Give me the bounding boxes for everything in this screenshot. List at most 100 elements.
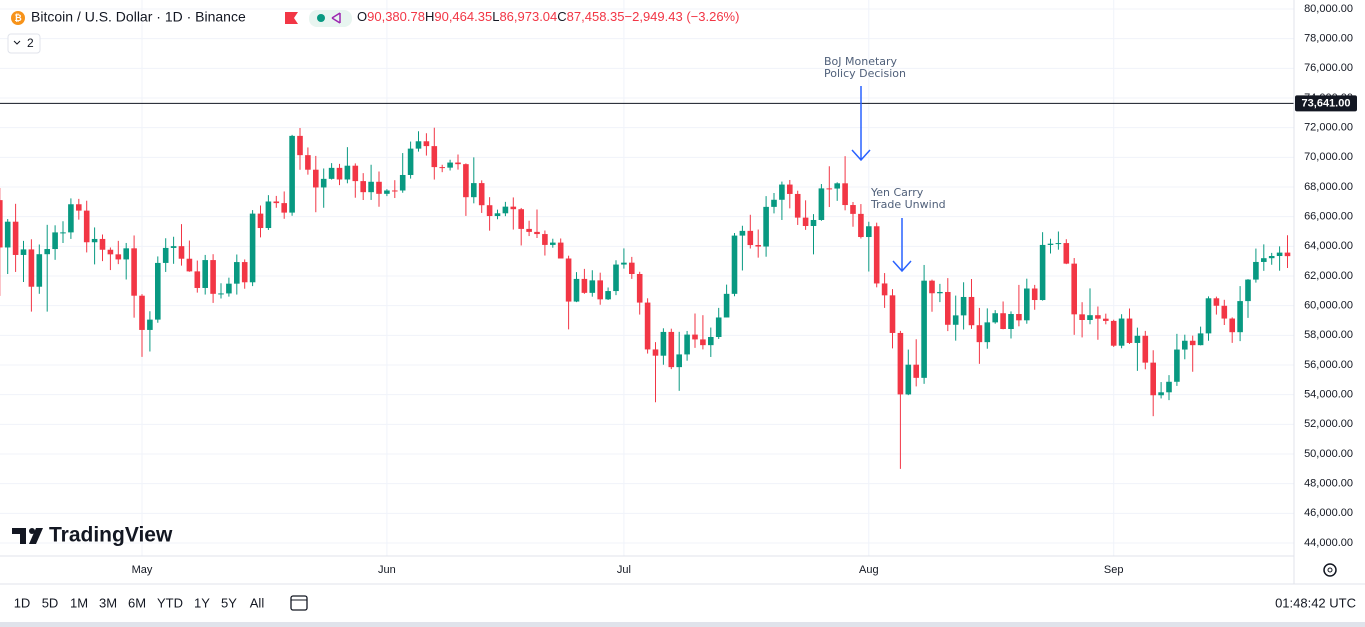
- candle-body: [1189, 340, 1196, 346]
- candle-body: [605, 291, 611, 300]
- symbol-title[interactable]: Bitcoin / U.S. Dollar · 1D · Binance: [31, 9, 246, 25]
- range-button[interactable]: 5D: [42, 595, 59, 610]
- candle-body: [486, 205, 493, 217]
- candle-body: [423, 141, 430, 147]
- candle-body: [281, 203, 287, 213]
- candle-body: [344, 165, 351, 180]
- candle-body: [676, 354, 682, 368]
- settings-icon[interactable]: [1323, 563, 1337, 577]
- candle-body: [44, 249, 50, 255]
- candle-body: [763, 206, 769, 247]
- candle-body: [162, 247, 169, 263]
- range-button[interactable]: All: [250, 595, 265, 610]
- candle-body: [636, 274, 643, 303]
- range-button[interactable]: YTD: [157, 595, 183, 610]
- candle-body: [818, 188, 825, 220]
- candle-body: [755, 245, 761, 247]
- ohlc-label: C: [557, 9, 566, 24]
- candle-body: [542, 234, 548, 245]
- candle-body: [810, 219, 817, 226]
- x-tick-label: Aug: [859, 564, 879, 576]
- candle-body: [534, 231, 540, 235]
- candle-body: [178, 246, 185, 259]
- range-button[interactable]: 1Y: [194, 595, 210, 610]
- candle-body: [60, 232, 66, 234]
- candle-body: [1031, 288, 1038, 301]
- candle-body: [937, 291, 943, 294]
- ohlc-value: 87,458.35: [567, 9, 625, 24]
- candle-body: [1245, 279, 1251, 302]
- candle-body: [992, 313, 998, 323]
- y-tick-label: 46,000.00: [1304, 507, 1353, 519]
- date-range-icon[interactable]: [290, 595, 308, 611]
- candle-body: [1205, 298, 1212, 334]
- indicator-toggle[interactable]: [7, 33, 41, 54]
- y-tick-label: 66,000.00: [1304, 211, 1353, 223]
- symbol-icon-glyph: ₿: [14, 13, 21, 23]
- range-button[interactable]: 3M: [99, 595, 117, 610]
- candle-body: [518, 209, 524, 229]
- clock[interactable]: 01:48:42 UTC: [1275, 595, 1356, 610]
- candle-body: [589, 280, 596, 293]
- ohlc-label: H: [425, 9, 434, 24]
- candle-body: [621, 262, 627, 265]
- candle-body: [581, 278, 588, 293]
- candle-body: [826, 188, 833, 190]
- candle-body: [1079, 314, 1085, 321]
- candle-body: [779, 184, 785, 200]
- candle-body: [1118, 318, 1125, 346]
- candle-body: [186, 258, 193, 272]
- candle-body: [1103, 318, 1109, 321]
- y-tick-label: 54,000.00: [1304, 389, 1353, 401]
- candle-body: [1134, 335, 1141, 343]
- x-tick-label: Jun: [378, 564, 396, 576]
- y-tick-label: 44,000.00: [1304, 537, 1353, 549]
- candle-body: [794, 193, 801, 218]
- candle-body: [731, 235, 738, 294]
- candle-body: [439, 167, 445, 169]
- candle-body: [1237, 301, 1243, 333]
- candle-body: [787, 184, 793, 194]
- status-pill[interactable]: [309, 10, 352, 27]
- candle-body: [1276, 252, 1283, 257]
- candle-body: [431, 146, 438, 168]
- candle-body: [866, 226, 872, 238]
- ohlc-value: 90,380.78: [367, 9, 425, 24]
- gear[interactable]: [1323, 563, 1337, 577]
- candle-body: [723, 293, 730, 318]
- y-tick-label: 58,000.00: [1304, 329, 1353, 341]
- candle-body: [652, 349, 659, 356]
- gear-hub: [1327, 567, 1333, 573]
- range-button[interactable]: 6M: [128, 595, 146, 610]
- range-button[interactable]: 5Y: [221, 595, 237, 610]
- logo-text: TradingView: [49, 524, 173, 547]
- candle-body: [858, 213, 864, 238]
- logo-slash: [29, 528, 43, 544]
- candle-body: [613, 264, 619, 292]
- candle-body: [968, 296, 975, 326]
- y-tick-label: 76,000.00: [1304, 62, 1353, 74]
- candle-body: [502, 206, 509, 214]
- flag-icon[interactable]: [285, 12, 298, 24]
- ohlc-label: O: [357, 9, 367, 24]
- candle-body: [123, 248, 129, 260]
- candle-body: [644, 302, 651, 350]
- candle-body: [873, 226, 880, 284]
- candle-body: [1063, 243, 1070, 264]
- logo-dot: [29, 528, 35, 534]
- range-button[interactable]: 1M: [70, 595, 88, 610]
- candle-body: [1126, 318, 1133, 343]
- symbol-icon: [11, 11, 25, 25]
- candle-body: [1182, 340, 1188, 350]
- candle-body: [1016, 314, 1022, 321]
- indicator-count: 2: [27, 36, 34, 50]
- ohlc-value: 90,464.35: [434, 9, 492, 24]
- status-icon: [331, 12, 341, 24]
- candle-body: [463, 164, 469, 198]
- annotation-arrow: [851, 86, 871, 162]
- candle-body: [76, 204, 82, 211]
- candle-body: [1268, 256, 1275, 259]
- range-button[interactable]: 1D: [14, 595, 31, 610]
- candle-body: [1142, 335, 1149, 363]
